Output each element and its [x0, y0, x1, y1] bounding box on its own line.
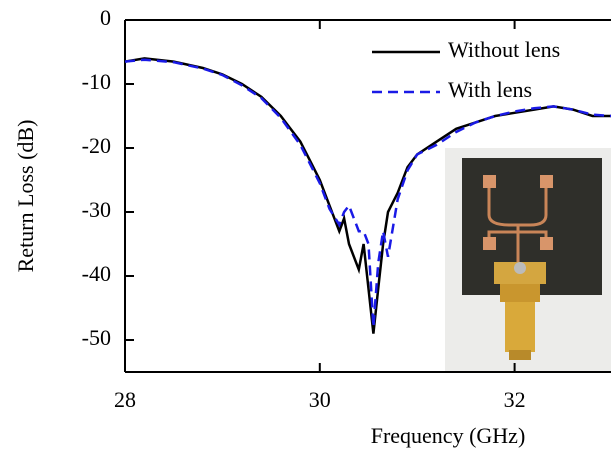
y-tick-label: -10 [82, 69, 111, 94]
x-tick-label: 30 [309, 387, 331, 412]
legend-label: With lens [448, 77, 532, 102]
y-tick-label: -30 [82, 197, 111, 222]
series-line [124, 58, 611, 328]
y-axis-label: Return Loss (dB) [13, 120, 38, 273]
series-line [124, 57, 611, 334]
x-tick-label: 28 [114, 387, 136, 412]
y-tick-label: -20 [82, 133, 111, 158]
inset-photo [445, 148, 611, 373]
x-tick-label: 32 [504, 387, 526, 412]
y-tick-label: -50 [82, 325, 111, 350]
legend-label: Without lens [448, 37, 560, 62]
y-tick-label: -40 [82, 261, 111, 286]
y-tick-label: 0 [100, 5, 111, 30]
x-axis-label: Frequency (GHz) [371, 423, 526, 448]
